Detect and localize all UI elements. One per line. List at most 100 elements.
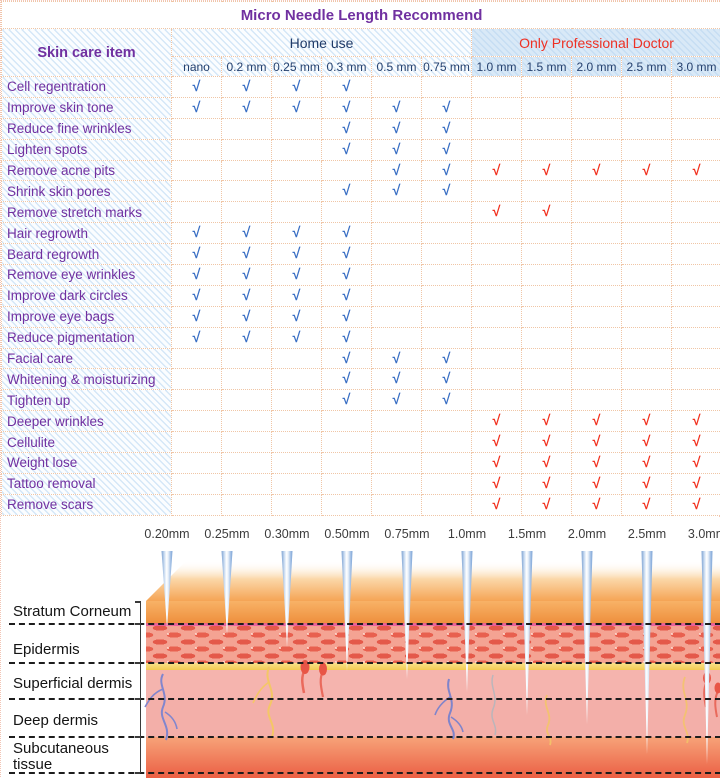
empty-cell <box>422 411 472 432</box>
row-label: Remove eye wrinkles <box>2 265 172 286</box>
check-cell: √ <box>422 181 472 202</box>
empty-cell <box>172 453 222 474</box>
table-row: Whitening & moisturizing√√√ <box>2 369 720 390</box>
row-label: Remove scars <box>2 494 172 515</box>
row-label: Shrink skin pores <box>2 181 172 202</box>
empty-cell <box>272 390 322 411</box>
empty-cell <box>672 139 720 160</box>
empty-cell <box>622 97 672 118</box>
bracket-tick <box>135 601 140 603</box>
column-header: 1.5 mm <box>522 57 572 77</box>
empty-cell <box>372 202 422 223</box>
empty-cell <box>172 202 222 223</box>
empty-cell <box>222 473 272 494</box>
empty-cell <box>222 160 272 181</box>
needle-icon <box>342 551 353 671</box>
empty-cell <box>472 306 522 327</box>
empty-cell <box>422 453 472 474</box>
check-cell: √ <box>322 181 372 202</box>
check-cell: √ <box>672 160 720 181</box>
empty-cell <box>422 327 472 348</box>
empty-cell <box>222 348 272 369</box>
check-cell: √ <box>572 473 622 494</box>
empty-cell <box>472 118 522 139</box>
check-cell: √ <box>372 369 422 390</box>
needle-icon <box>702 551 713 764</box>
check-cell: √ <box>622 453 672 474</box>
check-cell: √ <box>272 327 322 348</box>
check-cell: √ <box>372 97 422 118</box>
column-header: nano <box>172 57 222 77</box>
column-header: 3.0 mm <box>672 57 720 77</box>
empty-cell <box>172 390 222 411</box>
empty-cell <box>222 118 272 139</box>
check-cell: √ <box>172 97 222 118</box>
empty-cell <box>222 494 272 515</box>
check-cell: √ <box>522 473 572 494</box>
check-cell: √ <box>272 97 322 118</box>
empty-cell <box>272 411 322 432</box>
check-cell: √ <box>672 432 720 453</box>
empty-cell <box>572 306 622 327</box>
check-cell: √ <box>622 473 672 494</box>
check-cell: √ <box>372 390 422 411</box>
empty-cell <box>422 285 472 306</box>
check-cell: √ <box>622 160 672 181</box>
group-header-professional: Only Professional Doctor <box>472 29 720 57</box>
empty-cell <box>522 223 572 244</box>
check-cell: √ <box>522 432 572 453</box>
empty-cell <box>622 202 672 223</box>
empty-cell <box>222 369 272 390</box>
empty-cell <box>522 265 572 286</box>
row-label: Remove acne pits <box>2 160 172 181</box>
check-cell: √ <box>322 139 372 160</box>
row-label: Whitening & moisturizing <box>2 369 172 390</box>
column-header: 0.3 mm <box>322 57 372 77</box>
empty-cell <box>372 453 422 474</box>
empty-cell <box>172 139 222 160</box>
empty-cell <box>672 390 720 411</box>
bracket-tick <box>135 662 140 664</box>
bracket-tick <box>135 623 140 625</box>
empty-cell <box>372 265 422 286</box>
empty-cell <box>572 139 622 160</box>
check-cell: √ <box>272 223 322 244</box>
empty-cell <box>622 369 672 390</box>
empty-cell <box>622 327 672 348</box>
empty-cell <box>472 181 522 202</box>
table-row: Beard regrowth√√√√ <box>2 244 720 265</box>
empty-cell <box>422 494 472 515</box>
empty-cell <box>672 77 720 98</box>
empty-cell <box>322 160 372 181</box>
empty-cell <box>672 348 720 369</box>
check-cell: √ <box>272 306 322 327</box>
empty-cell <box>422 244 472 265</box>
boundary-stratum-epidermis <box>9 623 720 625</box>
check-cell: √ <box>272 265 322 286</box>
empty-cell <box>622 265 672 286</box>
row-label: Tighten up <box>2 390 172 411</box>
check-cell: √ <box>572 432 622 453</box>
check-cell: √ <box>372 118 422 139</box>
empty-cell <box>572 390 622 411</box>
empty-cell <box>222 181 272 202</box>
layer-bracket <box>140 601 141 773</box>
corner-header-skin-care-item: Skin care item <box>2 29 172 77</box>
empty-cell <box>522 77 572 98</box>
empty-cell <box>622 244 672 265</box>
row-label: Weight lose <box>2 453 172 474</box>
check-cell: √ <box>422 160 472 181</box>
empty-cell <box>522 306 572 327</box>
empty-cell <box>522 118 572 139</box>
empty-cell <box>372 223 422 244</box>
empty-cell <box>522 369 572 390</box>
empty-cell <box>622 181 672 202</box>
empty-cell <box>572 77 622 98</box>
page-title: Micro Needle Length Recommend <box>2 2 720 29</box>
empty-cell <box>272 202 322 223</box>
empty-cell <box>372 327 422 348</box>
table-row: Cellulite√√√√√ <box>2 432 720 453</box>
check-cell: √ <box>472 473 522 494</box>
check-cell: √ <box>472 432 522 453</box>
